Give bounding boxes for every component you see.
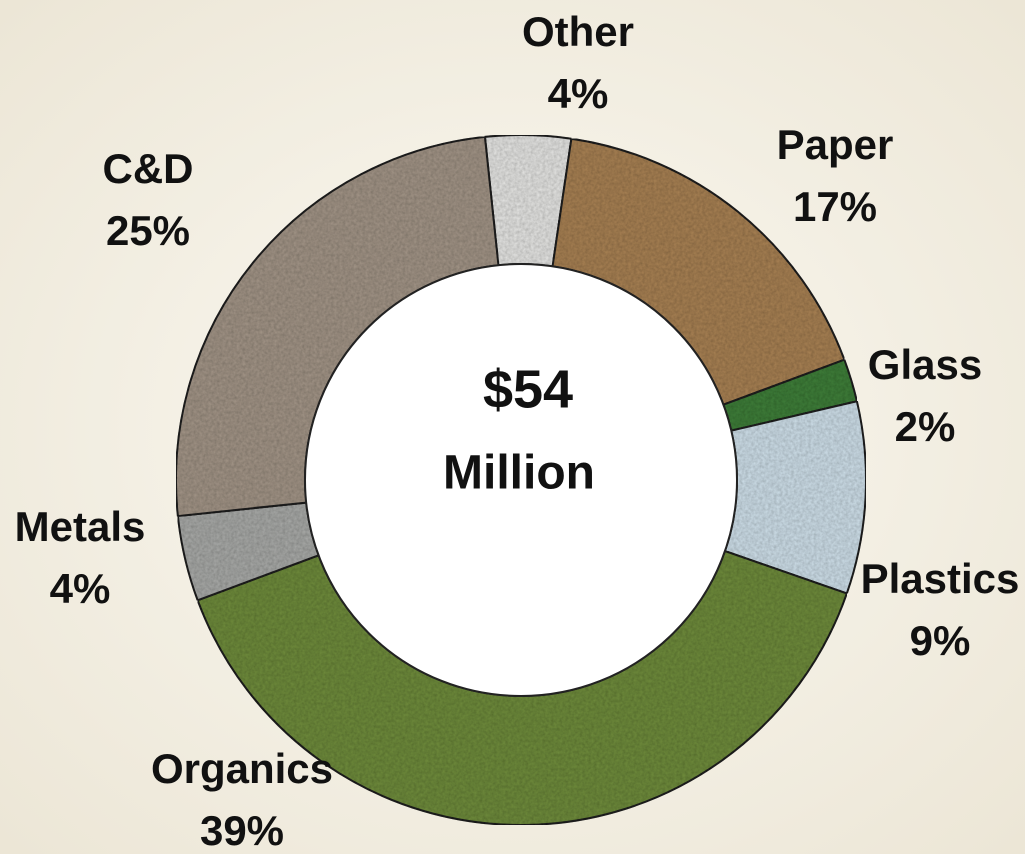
segment-label: Metals: [15, 503, 146, 550]
value-label: 4%: [50, 565, 111, 612]
segment-label: Other: [522, 8, 634, 55]
value-label: 39%: [200, 807, 284, 854]
center-label: $54: [483, 359, 573, 419]
segment-label: Organics: [151, 745, 333, 792]
donut-hole: [304, 263, 738, 697]
segment-label: Glass: [868, 341, 982, 388]
center-sublabel: Million: [443, 447, 595, 500]
value-label: 17%: [793, 183, 877, 230]
segment-label: Paper: [777, 121, 894, 168]
value-label: 25%: [106, 207, 190, 254]
segment-label: C&D: [103, 145, 194, 192]
value-label: 4%: [548, 70, 609, 117]
value-label: 2%: [895, 403, 956, 450]
value-label: 9%: [910, 617, 971, 664]
segment-label: Plastics: [861, 555, 1020, 602]
